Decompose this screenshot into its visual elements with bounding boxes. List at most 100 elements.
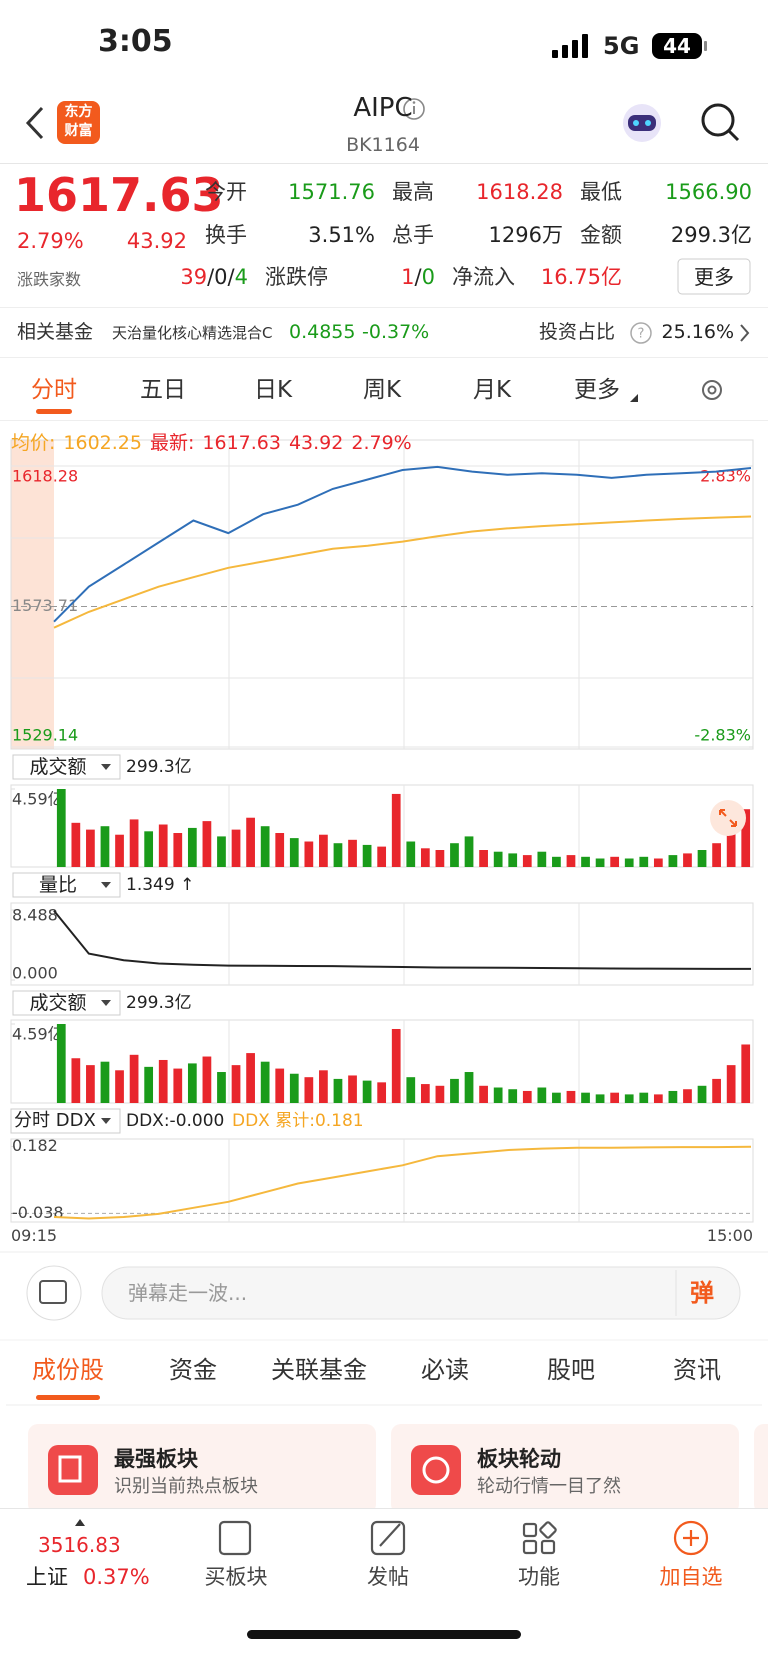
field-value: 1571.76 [288, 180, 375, 204]
last-price: 1617.63 [14, 168, 224, 222]
volume-bar [668, 1090, 678, 1103]
section-tab[interactable]: 必读 [421, 1356, 469, 1384]
legend-item: 43.92 [288, 432, 344, 454]
volume-bar [289, 1073, 299, 1103]
index-name: 上证 [26, 1565, 68, 1589]
volume-bar [624, 858, 634, 867]
volume-bar [275, 1068, 285, 1103]
volume-bar [144, 831, 154, 867]
volume-bar [202, 1056, 212, 1103]
more-button-label[interactable]: 更多 [694, 265, 734, 289]
volume-bar [100, 1061, 110, 1103]
volume-bar [319, 1070, 328, 1103]
volume-bar [683, 1089, 692, 1103]
tab-indicator [36, 409, 72, 414]
expand-button[interactable] [710, 800, 746, 836]
volume-bar [697, 1085, 707, 1103]
logo-line: 东方 [64, 104, 93, 120]
panel-selector-label: 量比 [38, 874, 77, 896]
volume-bar [158, 824, 168, 867]
panel-value: 299.3亿 [126, 993, 192, 1013]
nav-icon[interactable] [218, 1520, 252, 1556]
volume-bar [450, 1078, 459, 1103]
volume-bar [581, 856, 590, 867]
section-tab[interactable]: 资金 [169, 1356, 217, 1384]
change: 43.92 [126, 229, 187, 253]
settings-core [707, 385, 717, 395]
settings-icon[interactable] [702, 380, 722, 400]
index-value: 3516.83 [38, 1533, 121, 1557]
volume-bar [231, 829, 241, 867]
nav-label[interactable]: 发帖 [367, 1565, 409, 1589]
status-battery: 44 [663, 34, 691, 58]
y-tick-label: 4.59亿 [12, 790, 64, 809]
volume-bar [624, 1094, 634, 1103]
nav-icon[interactable] [673, 1520, 709, 1556]
nav-icon[interactable] [370, 1520, 406, 1556]
more-button[interactable] [677, 258, 751, 295]
field-value: 1618.28 [476, 180, 563, 204]
card[interactable] [28, 1424, 376, 1514]
card[interactable] [391, 1424, 739, 1514]
volume-bar [217, 836, 226, 867]
info-icon[interactable] [403, 98, 425, 120]
volume-bar [377, 846, 387, 867]
volume-bar [260, 1061, 270, 1103]
section-tab[interactable]: 资讯 [673, 1356, 721, 1384]
tab[interactable]: 周K [362, 377, 402, 403]
nav-label[interactable]: 加自选 [659, 1565, 723, 1589]
tab[interactable]: 月K [472, 377, 512, 403]
section-tab[interactable]: 成份股 [32, 1356, 104, 1384]
help-icon[interactable] [630, 322, 652, 344]
volume-bar [668, 855, 678, 867]
volume-bar [406, 841, 416, 867]
volume-bar [391, 1028, 401, 1103]
back-icon[interactable] [25, 106, 44, 140]
section-tab[interactable]: 股吧 [547, 1356, 595, 1384]
volume-bar [726, 829, 736, 867]
volume-bar [144, 1066, 154, 1103]
card-icon [411, 1445, 461, 1495]
volume-bar [450, 843, 459, 867]
section-tab[interactable]: 关联基金 [271, 1356, 367, 1384]
panel-value: DDX:-0.000 [126, 1111, 225, 1131]
legend-item: 均价: [11, 432, 56, 454]
inflow-label: 净流入 [452, 265, 515, 289]
panel-selector [12, 754, 121, 780]
panel-selector-label: 成交额 [29, 756, 87, 778]
volume-bar [508, 1089, 518, 1103]
y-tick-label: 0.000 [12, 964, 58, 983]
tab[interactable]: 日K [253, 377, 293, 403]
page-subtitle: BK1164 [346, 134, 420, 156]
tab[interactable]: 分时 [31, 377, 77, 403]
volume-bar [246, 817, 255, 867]
expand-icon [719, 809, 737, 827]
danmaku-settings[interactable] [26, 1265, 82, 1321]
info-icon-dot [412, 101, 416, 104]
ratio-value: 25.16% [661, 321, 734, 343]
legend-item: 2.79% [351, 432, 412, 454]
volume-bar [377, 1082, 387, 1103]
search-icon[interactable] [701, 103, 735, 137]
nav-label[interactable]: 买板块 [204, 1565, 268, 1589]
status-network: 5G [603, 32, 640, 60]
field-value: 299.3亿 [670, 223, 752, 247]
volume-bar [653, 1094, 663, 1103]
volume-bar [187, 827, 197, 867]
nav-label[interactable]: 功能 [518, 1565, 560, 1589]
volume-bar [246, 1053, 255, 1103]
nav-icon[interactable] [522, 1521, 557, 1555]
volume-bar [115, 1070, 124, 1103]
tab[interactable]: 更多 [574, 377, 620, 403]
volume-bar [56, 1024, 66, 1103]
robot-eye [645, 120, 651, 126]
comment-input[interactable] [101, 1266, 741, 1320]
volume-bar [522, 855, 532, 867]
tab[interactable]: 五日 [140, 377, 186, 403]
card-icon-glyph [58, 1455, 82, 1483]
card[interactable] [754, 1424, 768, 1514]
danmaku-button[interactable]: 弹 [690, 1279, 714, 1307]
ratio-part: 0 [421, 265, 435, 289]
limit-label: 涨跌停 [265, 265, 328, 289]
